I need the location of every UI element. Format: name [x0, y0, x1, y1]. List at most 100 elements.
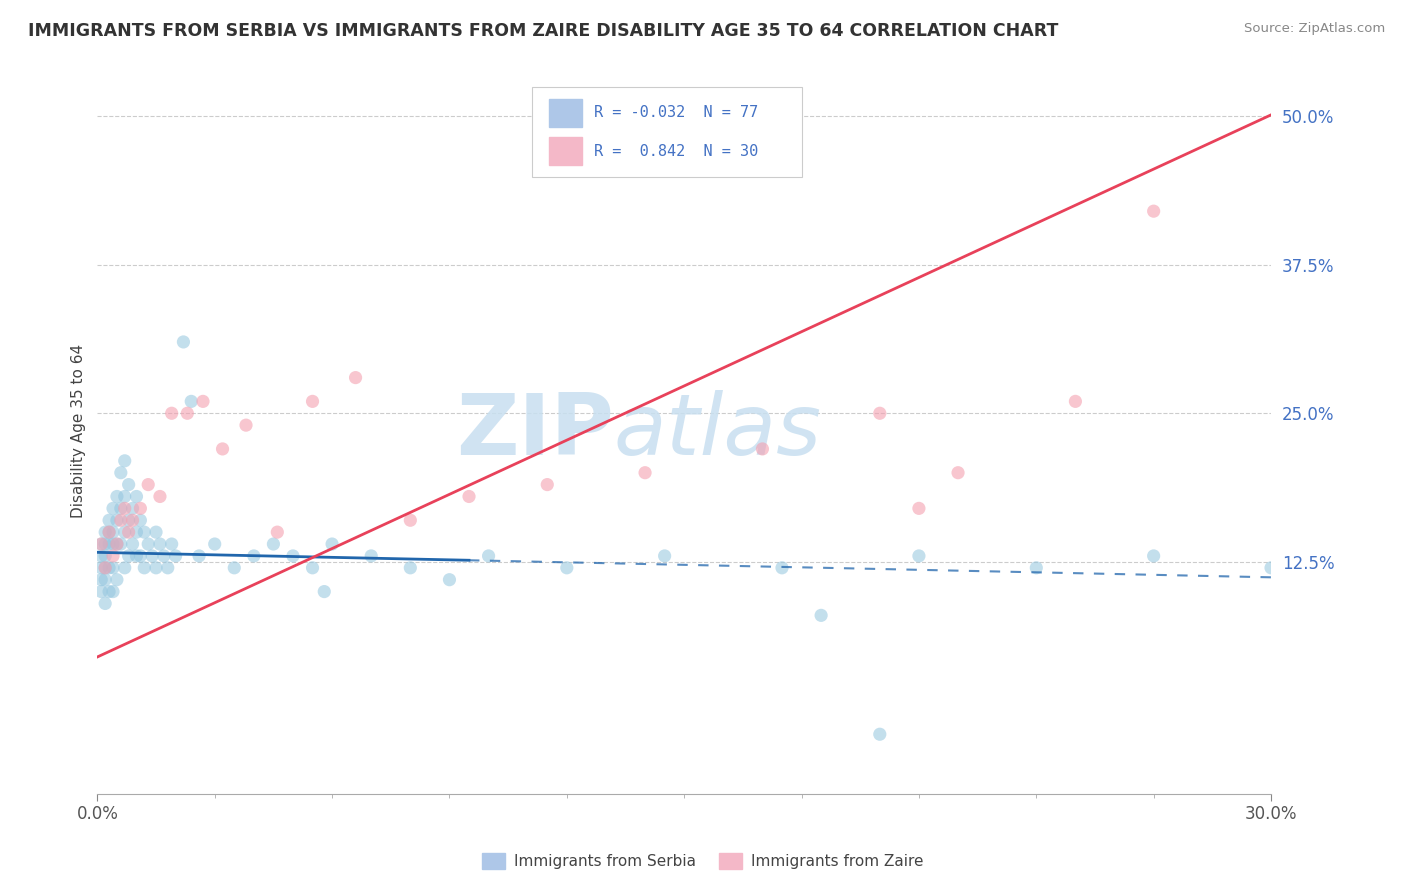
Point — [98, 561, 121, 575]
Point — [118, 525, 141, 540]
Point — [129, 513, 152, 527]
Point — [105, 573, 128, 587]
Point — [211, 442, 233, 456]
Point — [118, 513, 141, 527]
Point — [105, 490, 128, 504]
Point — [439, 573, 461, 587]
Point — [105, 513, 128, 527]
Point — [224, 561, 246, 575]
Point — [301, 394, 323, 409]
Point — [399, 561, 422, 575]
Point — [477, 549, 499, 563]
Text: IMMIGRANTS FROM SERBIA VS IMMIGRANTS FROM ZAIRE DISABILITY AGE 35 TO 64 CORRELAT: IMMIGRANTS FROM SERBIA VS IMMIGRANTS FRO… — [28, 22, 1059, 40]
Point — [1064, 394, 1087, 409]
Point — [946, 466, 969, 480]
Point — [98, 584, 121, 599]
Point — [101, 561, 124, 575]
Point — [101, 549, 124, 563]
Point — [98, 537, 121, 551]
Point — [145, 525, 167, 540]
Point — [90, 537, 112, 551]
Point — [810, 608, 832, 623]
Text: ZIP: ZIP — [456, 390, 614, 473]
Point — [360, 549, 382, 563]
Point — [149, 537, 172, 551]
Point — [98, 525, 121, 540]
Point — [125, 549, 148, 563]
Text: R = -0.032  N = 77: R = -0.032 N = 77 — [593, 105, 758, 120]
Point — [1143, 549, 1166, 563]
Point — [165, 549, 187, 563]
Point — [141, 549, 163, 563]
Point — [188, 549, 211, 563]
Point — [281, 549, 304, 563]
Point — [121, 513, 143, 527]
Point — [98, 525, 121, 540]
Point — [94, 573, 117, 587]
Point — [145, 561, 167, 575]
Point — [156, 561, 179, 575]
Point — [1260, 561, 1282, 575]
Text: atlas: atlas — [614, 390, 821, 473]
Point — [160, 537, 183, 551]
Point — [180, 394, 202, 409]
Point — [555, 561, 578, 575]
Legend: Immigrants from Serbia, Immigrants from Zaire: Immigrants from Serbia, Immigrants from … — [477, 847, 929, 875]
Point — [118, 477, 141, 491]
Point — [399, 513, 422, 527]
Point — [654, 549, 676, 563]
Point — [94, 525, 117, 540]
Y-axis label: Disability Age 35 to 64: Disability Age 35 to 64 — [72, 344, 86, 518]
Point — [114, 454, 136, 468]
Point — [90, 537, 112, 551]
Point — [101, 537, 124, 551]
Point — [770, 561, 793, 575]
Point — [110, 537, 132, 551]
Point — [149, 490, 172, 504]
Point — [908, 501, 931, 516]
Point — [321, 537, 343, 551]
Point — [458, 490, 481, 504]
Point — [125, 525, 148, 540]
Point — [101, 584, 124, 599]
Point — [134, 525, 156, 540]
Point — [172, 334, 194, 349]
Point — [1143, 204, 1166, 219]
Point — [90, 561, 112, 575]
Text: Source: ZipAtlas.com: Source: ZipAtlas.com — [1244, 22, 1385, 36]
Point — [344, 370, 367, 384]
Point — [90, 549, 112, 563]
Point — [266, 525, 288, 540]
Point — [204, 537, 226, 551]
Point — [191, 394, 214, 409]
Point — [101, 525, 124, 540]
Point — [105, 537, 128, 551]
Point — [98, 513, 121, 527]
Point — [105, 537, 128, 551]
FancyBboxPatch shape — [531, 87, 801, 178]
Point — [114, 490, 136, 504]
Point — [110, 513, 132, 527]
Point — [94, 597, 117, 611]
Point — [90, 584, 112, 599]
Point — [235, 418, 257, 433]
Bar — [550, 99, 582, 127]
Point — [94, 561, 117, 575]
Bar — [550, 137, 582, 165]
Point — [114, 561, 136, 575]
Point — [908, 549, 931, 563]
Point — [101, 501, 124, 516]
Point — [634, 466, 657, 480]
Point — [751, 442, 773, 456]
Point — [243, 549, 266, 563]
Point — [125, 490, 148, 504]
Point — [110, 466, 132, 480]
Point — [90, 573, 112, 587]
Point — [176, 406, 198, 420]
Point — [129, 549, 152, 563]
Point — [134, 561, 156, 575]
Point — [136, 537, 159, 551]
Point — [94, 561, 117, 575]
Point — [136, 477, 159, 491]
Point — [869, 406, 891, 420]
